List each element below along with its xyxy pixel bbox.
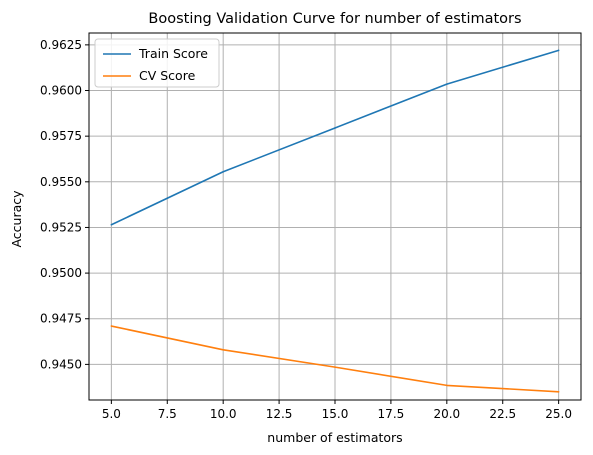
x-tick-label: 5.0 (102, 407, 121, 421)
x-tick-label: 7.5 (158, 407, 177, 421)
data-point (446, 83, 448, 85)
y-tick-label: 0.9625 (40, 38, 82, 52)
data-point (222, 348, 224, 351)
y-axis: 0.9450 0.9475 0.9500 0.9525 0.9550 0.9575 0.96… (40, 38, 89, 371)
y-axis-title: Accuracy (9, 190, 24, 248)
x-tick-label: 12.5 (266, 407, 293, 421)
data-point (557, 49, 560, 52)
x-axis: 5.0 7.5 10.0 12.5 15.0 17.5 20.0 22.5 25.0 (102, 400, 572, 421)
x-tick-label: 17.5 (378, 407, 405, 421)
x-tick-label: 10.0 (210, 407, 237, 421)
chart-title: Boosting Validation Curve for number of … (148, 11, 521, 27)
data-point (110, 325, 113, 327)
y-tick-label: 0.9550 (40, 175, 82, 189)
data-point (557, 390, 560, 393)
data-point (446, 384, 448, 387)
y-tick-label: 0.9475 (40, 312, 82, 326)
legend-entry-label: CV Score (139, 68, 196, 83)
grid (89, 33, 581, 400)
y-tick-label: 0.9450 (40, 357, 82, 371)
x-tick-label: 22.5 (489, 407, 516, 421)
y-tick-label: 0.9600 (40, 84, 82, 98)
x-tick-label: 15.0 (322, 407, 349, 421)
x-tick-label: 25.0 (545, 407, 572, 421)
x-tick-label: 20.0 (433, 407, 460, 421)
y-tick-label: 0.9525 (40, 220, 82, 234)
legend-entry-label: Train Score (138, 46, 208, 61)
x-axis-title: number of estimators (267, 430, 402, 445)
y-tick-label: 0.9575 (40, 129, 82, 143)
data-point (222, 170, 224, 173)
data-point (334, 366, 336, 368)
legend-box (94, 38, 220, 88)
data-point (110, 223, 113, 226)
legend: Train Score CV Score (94, 38, 220, 88)
series-layer (110, 49, 560, 393)
data-point (334, 127, 336, 129)
y-tick-label: 0.9500 (40, 266, 82, 280)
